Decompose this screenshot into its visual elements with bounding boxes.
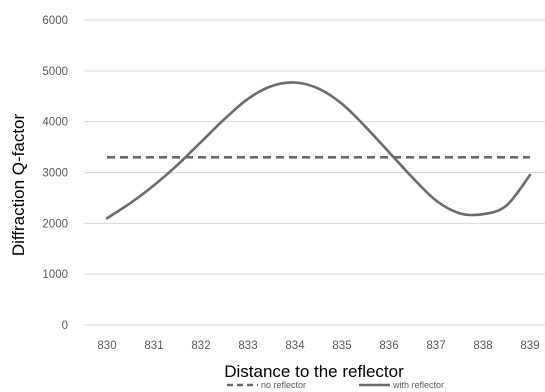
- series-lines: [105, 81, 532, 220]
- x-tick-label: 834: [285, 340, 305, 352]
- legend-label-no-reflector: no reflector: [261, 380, 306, 390]
- y-axis-ticks: 0 1000 2000 3000 4000 5000 6000: [42, 15, 68, 332]
- grid-lines: [84, 19, 545, 326]
- x-tick-label: 837: [426, 340, 445, 352]
- y-tick-label: 5000: [42, 66, 68, 78]
- y-axis-title: Diffraction Q-factor: [9, 113, 28, 256]
- y-tick-label: 2000: [42, 218, 68, 230]
- legend: no reflector with reflector: [227, 380, 444, 390]
- x-axis-title: Distance to the reflector: [224, 362, 404, 381]
- x-tick-label: 833: [238, 340, 257, 352]
- y-tick-label: 3000: [42, 168, 68, 180]
- x-tick-label: 838: [473, 340, 492, 352]
- x-tick-label: 832: [191, 340, 210, 352]
- y-tick-label: 0: [62, 320, 68, 332]
- x-tick-label: 839: [520, 340, 539, 352]
- series-line-with-reflector: [105, 81, 532, 220]
- y-tick-label: 6000: [42, 15, 68, 27]
- x-tick-label: 835: [332, 340, 351, 352]
- x-axis-ticks: 830 831 832 833 834 835 836 837 838 839: [97, 340, 539, 352]
- x-tick-label: 831: [144, 340, 163, 352]
- y-tick-label: 1000: [42, 269, 68, 281]
- y-tick-label: 4000: [42, 117, 68, 129]
- x-tick-label: 836: [379, 340, 398, 352]
- x-tick-label: 830: [97, 340, 116, 352]
- legend-label-with-reflector: with reflector: [392, 380, 444, 390]
